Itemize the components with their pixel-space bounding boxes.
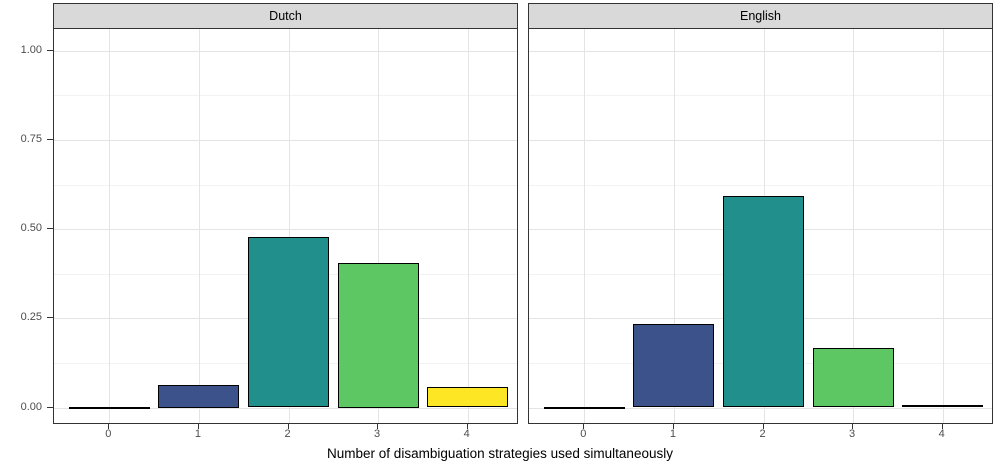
y-tick-label: 0.75 — [20, 132, 42, 145]
facet-strip-label-english: English — [740, 8, 781, 23]
x-tick-label: 3 — [374, 428, 381, 440]
gridline-major-horizontal — [529, 50, 992, 52]
gridline-major-vertical — [584, 29, 586, 423]
y-tick-mark — [47, 228, 53, 230]
gridline-major-horizontal — [54, 50, 517, 52]
x-tick-mark — [583, 424, 585, 429]
x-tick-mark — [197, 424, 199, 429]
x-tick-mark — [762, 424, 764, 429]
y-tick-mark — [47, 138, 53, 140]
facet-strip-english: English — [528, 3, 993, 29]
y-tick-mark — [47, 49, 53, 51]
bar-english-1 — [633, 324, 715, 408]
x-tick-label: 2 — [759, 428, 766, 440]
x-tick-label: 3 — [849, 428, 856, 440]
gridline-major-vertical — [942, 29, 944, 423]
x-tick-label: 0 — [105, 428, 112, 440]
x-tick-mark — [466, 424, 468, 429]
bar-dutch-2 — [248, 236, 329, 408]
x-tick-label: 1 — [669, 428, 676, 440]
x-tick-label: 4 — [938, 428, 945, 440]
gridline-major-vertical — [467, 29, 469, 423]
x-tick-mark — [377, 424, 379, 429]
gridline-major-vertical — [109, 29, 111, 423]
facet-strip-label-dutch: Dutch — [269, 8, 302, 23]
bar-dutch-0 — [68, 406, 150, 409]
x-tick-mark — [672, 424, 674, 429]
x-tick-label: 0 — [580, 428, 587, 440]
gridline-major-horizontal — [54, 229, 517, 231]
y-tick-label: 0.50 — [20, 222, 42, 235]
gridline-major-horizontal — [54, 139, 517, 141]
x-axis-title: Number of disambiguation strategies used… — [327, 446, 673, 461]
y-tick-label: 1.00 — [20, 43, 42, 56]
gridline-minor-horizontal — [529, 184, 992, 186]
x-tick-mark — [108, 424, 110, 429]
x-tick-label: 2 — [284, 428, 291, 440]
x-tick-mark — [287, 424, 289, 429]
bar-english-2 — [723, 195, 804, 408]
x-tick-label: 4 — [463, 428, 470, 440]
facet-panel-dutch — [53, 28, 518, 424]
gridline-minor-horizontal — [54, 184, 517, 186]
bar-english-0 — [543, 406, 625, 409]
x-tick-mark — [941, 424, 943, 429]
bar-dutch-1 — [158, 385, 240, 408]
y-tick-mark — [47, 317, 53, 319]
y-tick-label: 0.00 — [20, 400, 42, 413]
bar-english-3 — [812, 347, 894, 408]
gridline-minor-horizontal — [529, 95, 992, 97]
bar-dutch-3 — [337, 263, 419, 408]
facet-panel-english — [528, 28, 993, 424]
facet-strip-dutch: Dutch — [53, 3, 518, 29]
gridline-major-horizontal — [529, 139, 992, 141]
x-tick-mark — [852, 424, 854, 429]
bar-english-4 — [902, 404, 984, 408]
x-tick-label: 1 — [194, 428, 201, 440]
gridline-major-vertical — [198, 29, 200, 423]
bar-dutch-4 — [427, 387, 509, 408]
gridline-minor-horizontal — [54, 95, 517, 97]
y-tick-label: 0.25 — [20, 311, 42, 324]
y-tick-mark — [47, 406, 53, 408]
